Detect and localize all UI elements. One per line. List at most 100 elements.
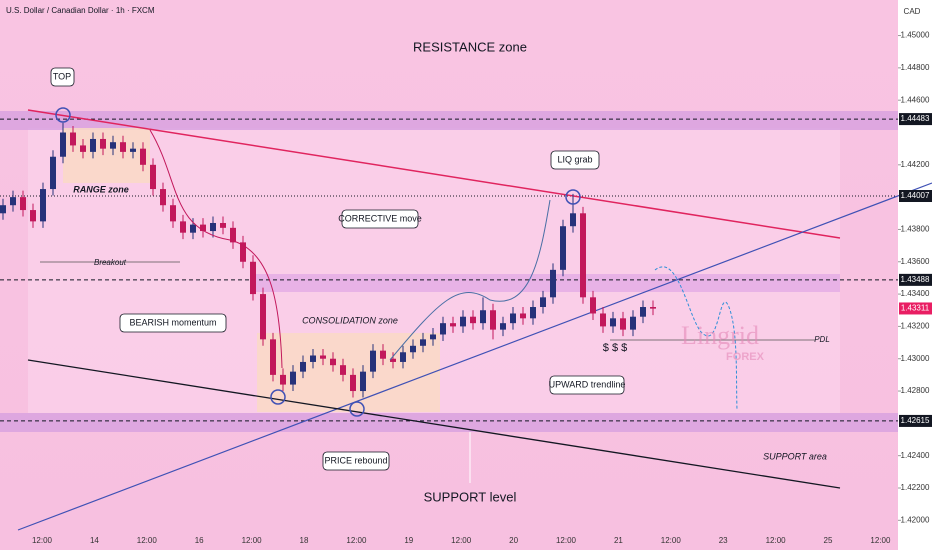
- candle-body: [390, 358, 396, 362]
- projection-path: [654, 266, 738, 411]
- candle-body: [110, 142, 116, 149]
- resistance-trendline: [27, 109, 841, 239]
- x-tick-label: 12:00: [137, 536, 158, 545]
- annotation: BEARISH momentum: [129, 317, 216, 327]
- candle-body: [600, 313, 606, 327]
- x-tick-label: 25: [824, 536, 833, 545]
- candle-body: [330, 358, 336, 366]
- x-tick-label: 18: [300, 536, 309, 545]
- x-tick-label: 21: [614, 536, 623, 545]
- candle-body: [500, 323, 506, 330]
- candle-body: [410, 345, 416, 353]
- candle-body: [140, 148, 146, 165]
- candle-body: [420, 339, 426, 346]
- candle-body: [60, 132, 66, 157]
- annotation: Breakout: [94, 258, 127, 267]
- annotation: PRICE rebound: [324, 455, 387, 465]
- candle-body: [250, 261, 256, 295]
- candle-body: [430, 334, 436, 340]
- x-tick-label: 19: [404, 536, 413, 545]
- candle-body: [340, 365, 346, 375]
- candle-body: [360, 371, 366, 392]
- candle-body: [130, 148, 136, 152]
- y-tick-label: 1.43400: [901, 289, 930, 298]
- candle-body: [460, 316, 466, 327]
- annotation: RANGE zone: [73, 184, 129, 194]
- x-tick-label: 14: [90, 536, 99, 545]
- x-tick-label: 12:00: [556, 536, 577, 545]
- candle-body: [310, 355, 316, 362]
- price-level-box: [899, 190, 932, 203]
- y-tick-label: 1.44200: [901, 160, 930, 169]
- candle-body: [90, 138, 96, 152]
- annotation: LIQ grab: [557, 154, 592, 164]
- label-box: [119, 313, 227, 333]
- candle-body: [490, 310, 496, 330]
- candle-body: [160, 189, 166, 206]
- price-level-label: 1.44007: [901, 191, 930, 200]
- candle-body: [180, 221, 186, 233]
- x-tick-label: 16: [195, 536, 204, 545]
- candle-body: [320, 355, 326, 359]
- annotation: SUPPORT level: [424, 489, 517, 504]
- y-tick-label: 1.42000: [901, 515, 930, 524]
- y-tick-label: 1.44600: [901, 95, 930, 104]
- annotation: CORRECTIVE move: [338, 213, 422, 223]
- price-level-box: [899, 414, 932, 427]
- candle-body: [520, 313, 526, 319]
- corrective-arrow: [389, 199, 551, 361]
- candle-body: [470, 316, 476, 324]
- rebound-circle: [349, 401, 365, 417]
- label-box: [322, 451, 390, 471]
- candle-body: [650, 307, 656, 309]
- currency: CAD: [904, 7, 921, 16]
- x-tick-label: 20: [509, 536, 518, 545]
- candle-body: [480, 310, 486, 324]
- watermark: FOREX: [726, 351, 765, 363]
- candle-body: [240, 242, 246, 262]
- support-band: [0, 413, 898, 432]
- consolidation-box: [257, 333, 440, 412]
- candle-body: [0, 205, 6, 214]
- y-tick-label: 1.42400: [901, 451, 930, 460]
- support-trendline: [27, 359, 841, 489]
- candle-body: [10, 197, 16, 206]
- x-tick-label: 12:00: [870, 536, 891, 545]
- watermark: Lingrid: [681, 321, 759, 350]
- candle-body: [290, 371, 296, 385]
- chart-title: U.S. Dollar / Canadian Dollar · 1h · FXC…: [6, 6, 155, 15]
- candle-body: [100, 138, 106, 149]
- candle-body: [210, 222, 216, 232]
- candle-body: [270, 339, 276, 375]
- y-tick-label: 1.42800: [901, 386, 930, 395]
- annotation: RESISTANCE zone: [413, 39, 527, 54]
- candle-body: [380, 350, 386, 359]
- candle-body: [450, 323, 456, 327]
- candle-body: [170, 205, 176, 222]
- candle-body: [640, 307, 646, 317]
- price-level-box: [899, 113, 932, 126]
- top-circle: [55, 107, 71, 123]
- y-tick-label: 1.45000: [901, 31, 930, 40]
- y-tick-label: 1.43600: [901, 257, 930, 266]
- candle-body: [30, 210, 36, 222]
- annotation: UPWARD trendline: [549, 379, 626, 389]
- annotation: PDL: [814, 335, 830, 344]
- last-price-label: 1.43311: [901, 304, 930, 313]
- liq-circle: [565, 189, 581, 205]
- candle-body: [610, 318, 616, 327]
- x-tick-label: 23: [719, 536, 728, 545]
- y-tick-label: 1.43800: [901, 225, 930, 234]
- candle-body: [550, 269, 556, 298]
- annotation: CONSOLIDATION zone: [302, 315, 398, 325]
- candle-body: [20, 197, 26, 211]
- x-tick-label: 12:00: [242, 536, 263, 545]
- candle-body: [590, 297, 596, 314]
- candle-body: [280, 374, 286, 385]
- range-box: [63, 128, 150, 183]
- x-tick-label: 12:00: [766, 536, 787, 545]
- candle-body: [570, 213, 576, 227]
- bearish-arrow: [149, 129, 283, 369]
- candle-body: [540, 297, 546, 308]
